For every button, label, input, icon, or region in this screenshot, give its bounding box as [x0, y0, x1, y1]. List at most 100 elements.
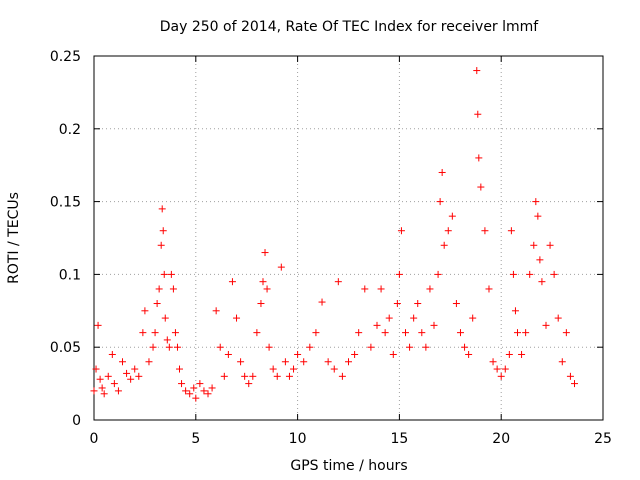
data-point — [418, 329, 426, 337]
data-point — [345, 358, 352, 366]
data-point — [94, 321, 102, 329]
data-point — [200, 387, 208, 395]
data-point — [558, 358, 566, 366]
data-point — [448, 212, 456, 220]
data-point — [155, 285, 163, 293]
data-point — [507, 227, 515, 235]
data-point — [330, 365, 338, 373]
data-point — [96, 375, 104, 383]
data-point — [312, 329, 320, 337]
data-point — [513, 329, 521, 337]
data-point — [410, 314, 418, 322]
data-point — [300, 358, 308, 366]
data-point — [430, 321, 438, 329]
y-tick-label: 0.25 — [50, 49, 81, 65]
data-point — [542, 321, 550, 329]
data-point — [294, 350, 302, 358]
data-point — [493, 365, 501, 373]
data-point — [385, 314, 393, 322]
data-point — [257, 300, 265, 308]
x-tick-label: 5 — [191, 431, 200, 447]
data-point — [402, 329, 410, 337]
y-tick-label: 0.1 — [59, 267, 81, 283]
data-point — [259, 278, 267, 286]
data-point — [163, 336, 171, 344]
data-point — [192, 394, 200, 402]
data-points — [90, 67, 578, 402]
data-point — [546, 241, 554, 249]
data-point — [414, 300, 422, 308]
data-point — [228, 278, 236, 286]
data-point — [393, 300, 401, 308]
data-point — [334, 278, 342, 286]
data-point — [245, 380, 253, 388]
data-point — [224, 350, 232, 358]
data-point — [367, 343, 375, 351]
data-point — [562, 329, 570, 337]
data-point — [159, 227, 167, 235]
data-point — [473, 67, 481, 75]
data-point — [422, 343, 430, 351]
data-point — [434, 270, 442, 278]
y-tick-label: 0.05 — [50, 340, 81, 356]
y-tick-label: 0 — [72, 413, 81, 429]
data-point — [176, 365, 184, 373]
data-point — [208, 384, 216, 392]
y-tick-label: 0.15 — [50, 195, 81, 211]
data-point — [444, 227, 452, 235]
data-point — [438, 168, 446, 176]
data-point — [216, 343, 224, 351]
data-point — [381, 329, 389, 337]
data-point — [151, 329, 159, 337]
data-point — [249, 372, 257, 380]
data-point — [489, 358, 497, 366]
data-point — [456, 329, 464, 337]
data-point — [570, 380, 578, 388]
data-point — [178, 380, 186, 388]
data-point — [220, 372, 228, 380]
data-point — [397, 227, 405, 235]
data-point — [465, 350, 473, 358]
data-point — [186, 390, 194, 398]
data-point — [171, 329, 179, 337]
data-point — [452, 300, 460, 308]
data-point — [373, 321, 381, 329]
data-point — [157, 241, 165, 249]
data-point — [161, 314, 169, 322]
data-point — [306, 343, 314, 351]
data-point — [395, 270, 403, 278]
data-point — [135, 372, 143, 380]
data-point — [338, 372, 346, 380]
data-point — [145, 358, 153, 366]
data-point — [90, 387, 98, 395]
data-point — [440, 241, 448, 249]
x-axis-title: GPS time / hours — [290, 458, 407, 474]
data-point — [469, 314, 477, 322]
data-point — [318, 298, 326, 306]
data-point — [474, 110, 482, 118]
data-point — [204, 390, 212, 398]
x-tick-label: 25 — [594, 431, 612, 447]
y-tick-label: 0.2 — [59, 122, 81, 138]
data-point — [526, 270, 534, 278]
data-point — [123, 369, 131, 377]
data-point — [119, 358, 127, 366]
data-point — [554, 314, 562, 322]
data-point — [436, 198, 444, 206]
data-point — [131, 365, 139, 373]
data-point — [173, 343, 181, 351]
data-point — [485, 285, 493, 293]
data-point — [426, 285, 434, 293]
data-point — [477, 183, 485, 191]
data-point — [361, 285, 369, 293]
y-axis-title: ROTI / TECUs — [6, 192, 22, 284]
data-point — [273, 372, 281, 380]
data-point — [518, 350, 526, 358]
data-point — [212, 307, 220, 315]
data-point — [532, 198, 540, 206]
data-point — [92, 365, 100, 373]
x-tick-label: 15 — [390, 431, 408, 447]
data-point — [241, 372, 249, 380]
data-point — [501, 365, 509, 373]
data-point — [269, 365, 277, 373]
